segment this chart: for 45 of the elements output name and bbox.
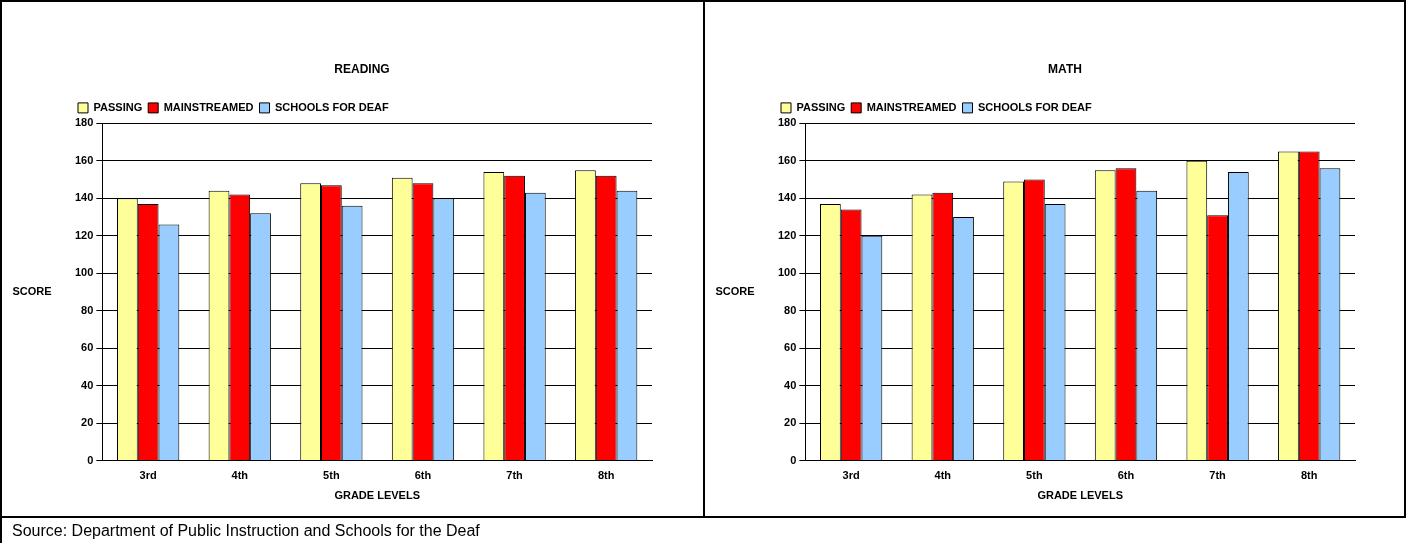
y-tick-label: 60 xyxy=(81,341,94,354)
x-tick-label: 6th xyxy=(1117,469,1135,482)
y-tick-label: 20 xyxy=(784,416,797,429)
y-tick-label: 100 xyxy=(74,266,94,279)
y-tick-label: 120 xyxy=(777,228,797,241)
legend-label: PASSING xyxy=(93,100,143,113)
x-tick-label: 8th xyxy=(1300,469,1318,482)
x-tick-label: 4th xyxy=(934,469,952,482)
y-tick-label: 180 xyxy=(777,116,797,129)
y-tick-label: 180 xyxy=(74,116,94,129)
x-tick-label: 5th xyxy=(323,469,340,482)
y-tick-label: 40 xyxy=(81,378,94,391)
x-tick-label: 7th xyxy=(506,469,524,482)
x-axis-title: GRADE LEVELS xyxy=(1037,489,1123,502)
y-tick-label: 80 xyxy=(784,303,797,316)
x-tick-label: 6th xyxy=(414,469,432,482)
x-tick-label: 5th xyxy=(1026,469,1043,482)
x-tick-label: 8th xyxy=(597,469,615,482)
x-tick-label: 7th xyxy=(1209,469,1227,482)
x-tick-label: 4th xyxy=(231,469,249,482)
x-tick-label: 3rd xyxy=(842,469,860,482)
y-tick-label: 80 xyxy=(81,303,94,316)
chart-title: MATH xyxy=(1048,61,1082,76)
x-axis-title: GRADE LEVELS xyxy=(334,489,420,502)
y-tick-label: 40 xyxy=(784,378,797,391)
y-tick-label: 140 xyxy=(74,191,94,204)
y-axis-title: SCORE xyxy=(715,285,755,298)
y-axis-title: SCORE xyxy=(12,285,52,298)
y-tick-label: 160 xyxy=(777,153,797,166)
x-tick-label: 3rd xyxy=(139,469,157,482)
y-tick-label: 140 xyxy=(777,191,797,204)
legend-label: PASSING xyxy=(796,100,846,113)
legend-label: MAINSTREAMED xyxy=(163,100,254,113)
y-tick-label: 100 xyxy=(777,266,797,279)
legend-label: MAINSTREAMED xyxy=(866,100,957,113)
y-tick-label: 0 xyxy=(87,453,94,466)
y-tick-label: 0 xyxy=(790,453,797,466)
y-tick-label: 160 xyxy=(74,153,94,166)
y-tick-label: 20 xyxy=(81,416,94,429)
legend-label: SCHOOLS FOR DEAF xyxy=(275,100,389,113)
y-tick-label: 120 xyxy=(74,228,94,241)
legend-label: SCHOOLS FOR DEAF xyxy=(978,100,1092,113)
source-note: Source: Department of Public Instruction and Schools for the Deaf xyxy=(12,522,480,539)
chart-title: READING xyxy=(334,61,390,76)
y-tick-label: 60 xyxy=(784,341,797,354)
